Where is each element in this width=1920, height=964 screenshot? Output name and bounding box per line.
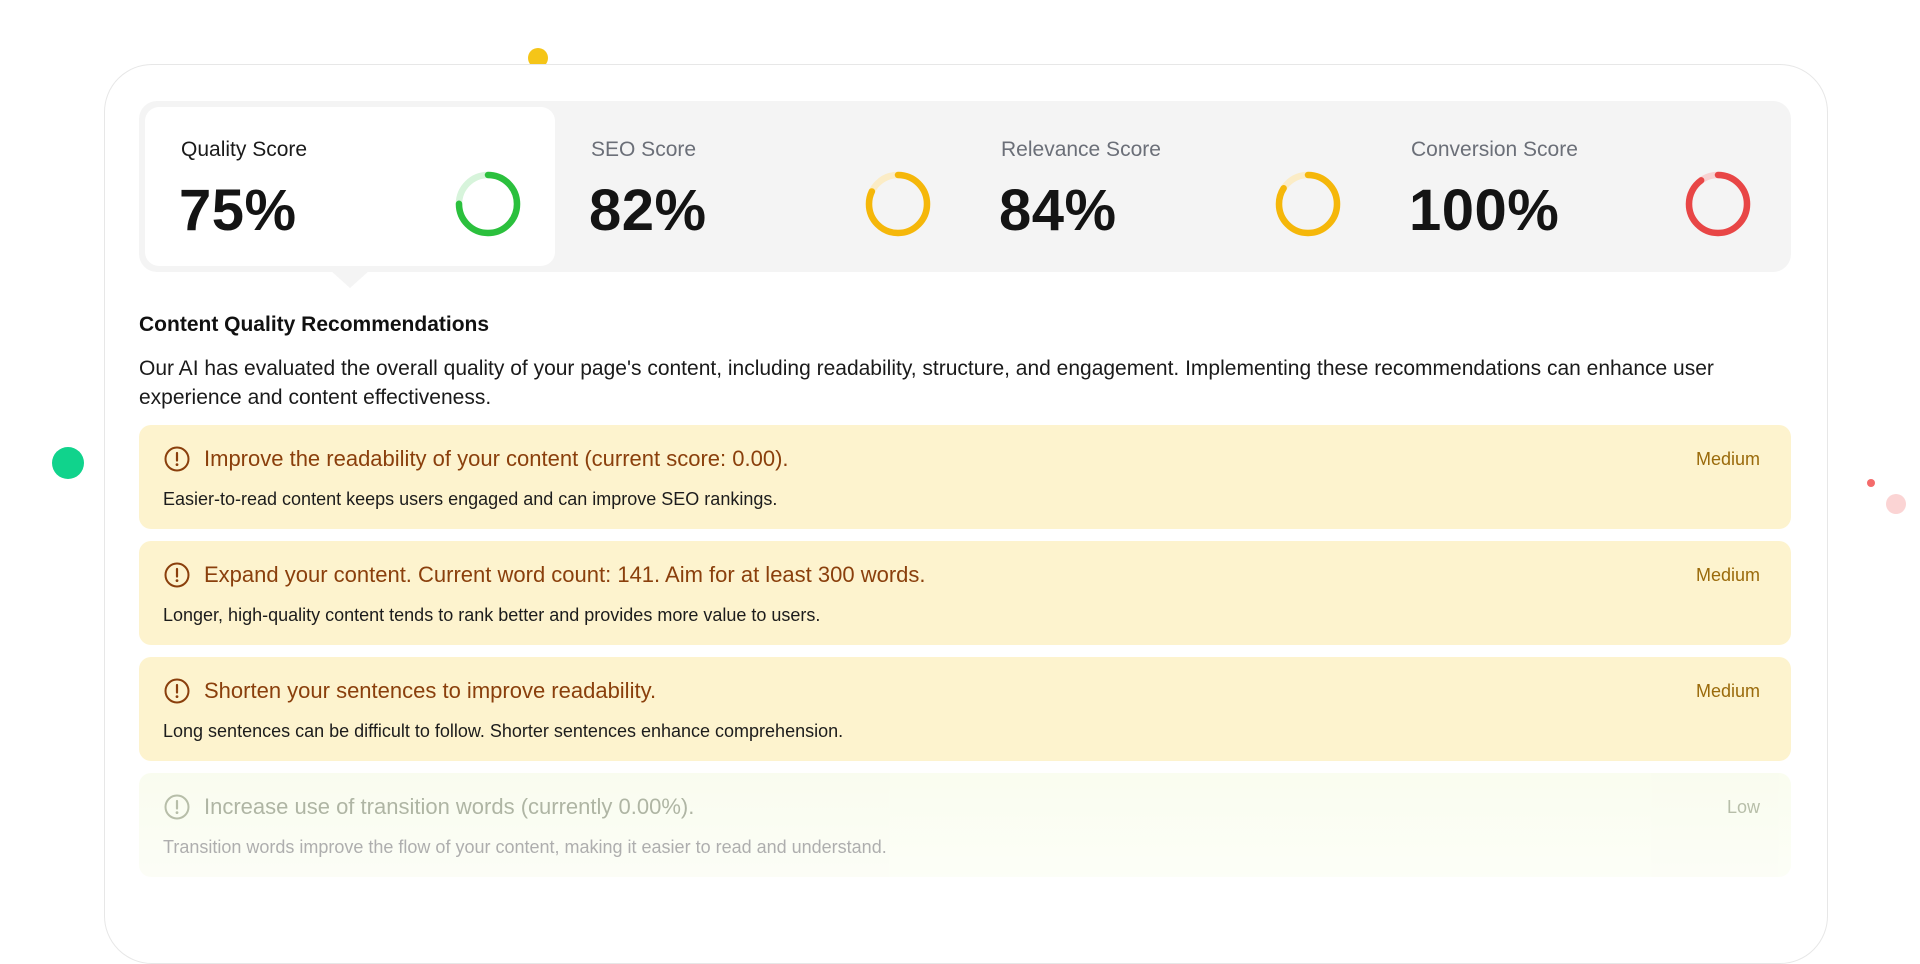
score-value: 82% (589, 178, 707, 243)
progress-arc (1685, 171, 1751, 237)
recommendation-body: Long sentences can be difficult to follo… (163, 721, 844, 741)
score-value: 75% (179, 178, 297, 243)
recommendation-list: Improve the readability of your content … (139, 425, 1791, 889)
score-tab-quality[interactable]: Quality Score 75% (145, 107, 555, 266)
score-label: Quality Score (181, 138, 308, 161)
section-description: Our AI has evaluated the overall quality… (139, 357, 1714, 409)
decorative-dot (528, 48, 548, 68)
score-tab-conversion[interactable]: Conversion Score 100% (1375, 107, 1785, 266)
recommendation-body: Longer, high-quality content tends to ra… (163, 605, 821, 625)
recommendation-body: Easier-to-read content keeps users engag… (163, 489, 778, 509)
score-value: 100% (1409, 178, 1560, 243)
decorative-dot (1867, 479, 1875, 487)
recommendation-item[interactable]: Expand your content. Current word count:… (139, 541, 1791, 645)
progress-arc (865, 171, 931, 237)
score-tab-relevance[interactable]: Relevance Score 84% (965, 107, 1375, 266)
score-label: Relevance Score (1001, 138, 1161, 161)
score-tabs: Quality Score 75% SEO Score 82% Relevanc… (139, 101, 1791, 272)
score-label: Conversion Score (1411, 138, 1578, 161)
recommendation-heading: Expand your content. Current word count:… (204, 562, 926, 587)
alert-circle-icon (163, 561, 191, 589)
progress-arc (455, 171, 521, 237)
alert-circle-icon (163, 793, 191, 821)
recommendation-body: Transition words improve the flow of you… (163, 837, 887, 857)
recommendation-heading: Shorten your sentences to improve readab… (204, 678, 657, 703)
recommendation-heading: Increase use of transition words (curren… (204, 794, 695, 819)
score-label: SEO Score (591, 138, 697, 161)
score-tab-seo[interactable]: SEO Score 82% (555, 107, 965, 266)
priority-badge: Medium (1695, 565, 1760, 585)
priority-badge: Medium (1695, 449, 1760, 469)
recommendation-item[interactable]: Improve the readability of your content … (139, 425, 1791, 529)
decorative-dot (1886, 494, 1906, 514)
progress-ring-icon (1683, 169, 1753, 239)
alert-circle-icon (163, 677, 191, 705)
decorative-dot (52, 447, 84, 479)
section-title: Content Quality Recommendations (139, 313, 490, 336)
alert-circle-icon (163, 445, 191, 473)
recommendation-item[interactable]: Shorten your sentences to improve readab… (139, 657, 1791, 761)
recommendation-heading: Improve the readability of your content … (204, 446, 789, 471)
priority-badge: Medium (1695, 681, 1760, 701)
priority-badge: Low (1726, 797, 1760, 817)
score-value: 84% (999, 178, 1117, 243)
active-tab-pointer (330, 270, 370, 288)
progress-arc (1275, 171, 1341, 237)
progress-ring-icon (453, 169, 523, 239)
progress-ring-icon (863, 169, 933, 239)
progress-ring-icon (1273, 169, 1343, 239)
recommendation-item[interactable]: Increase use of transition words (curren… (139, 773, 1791, 877)
